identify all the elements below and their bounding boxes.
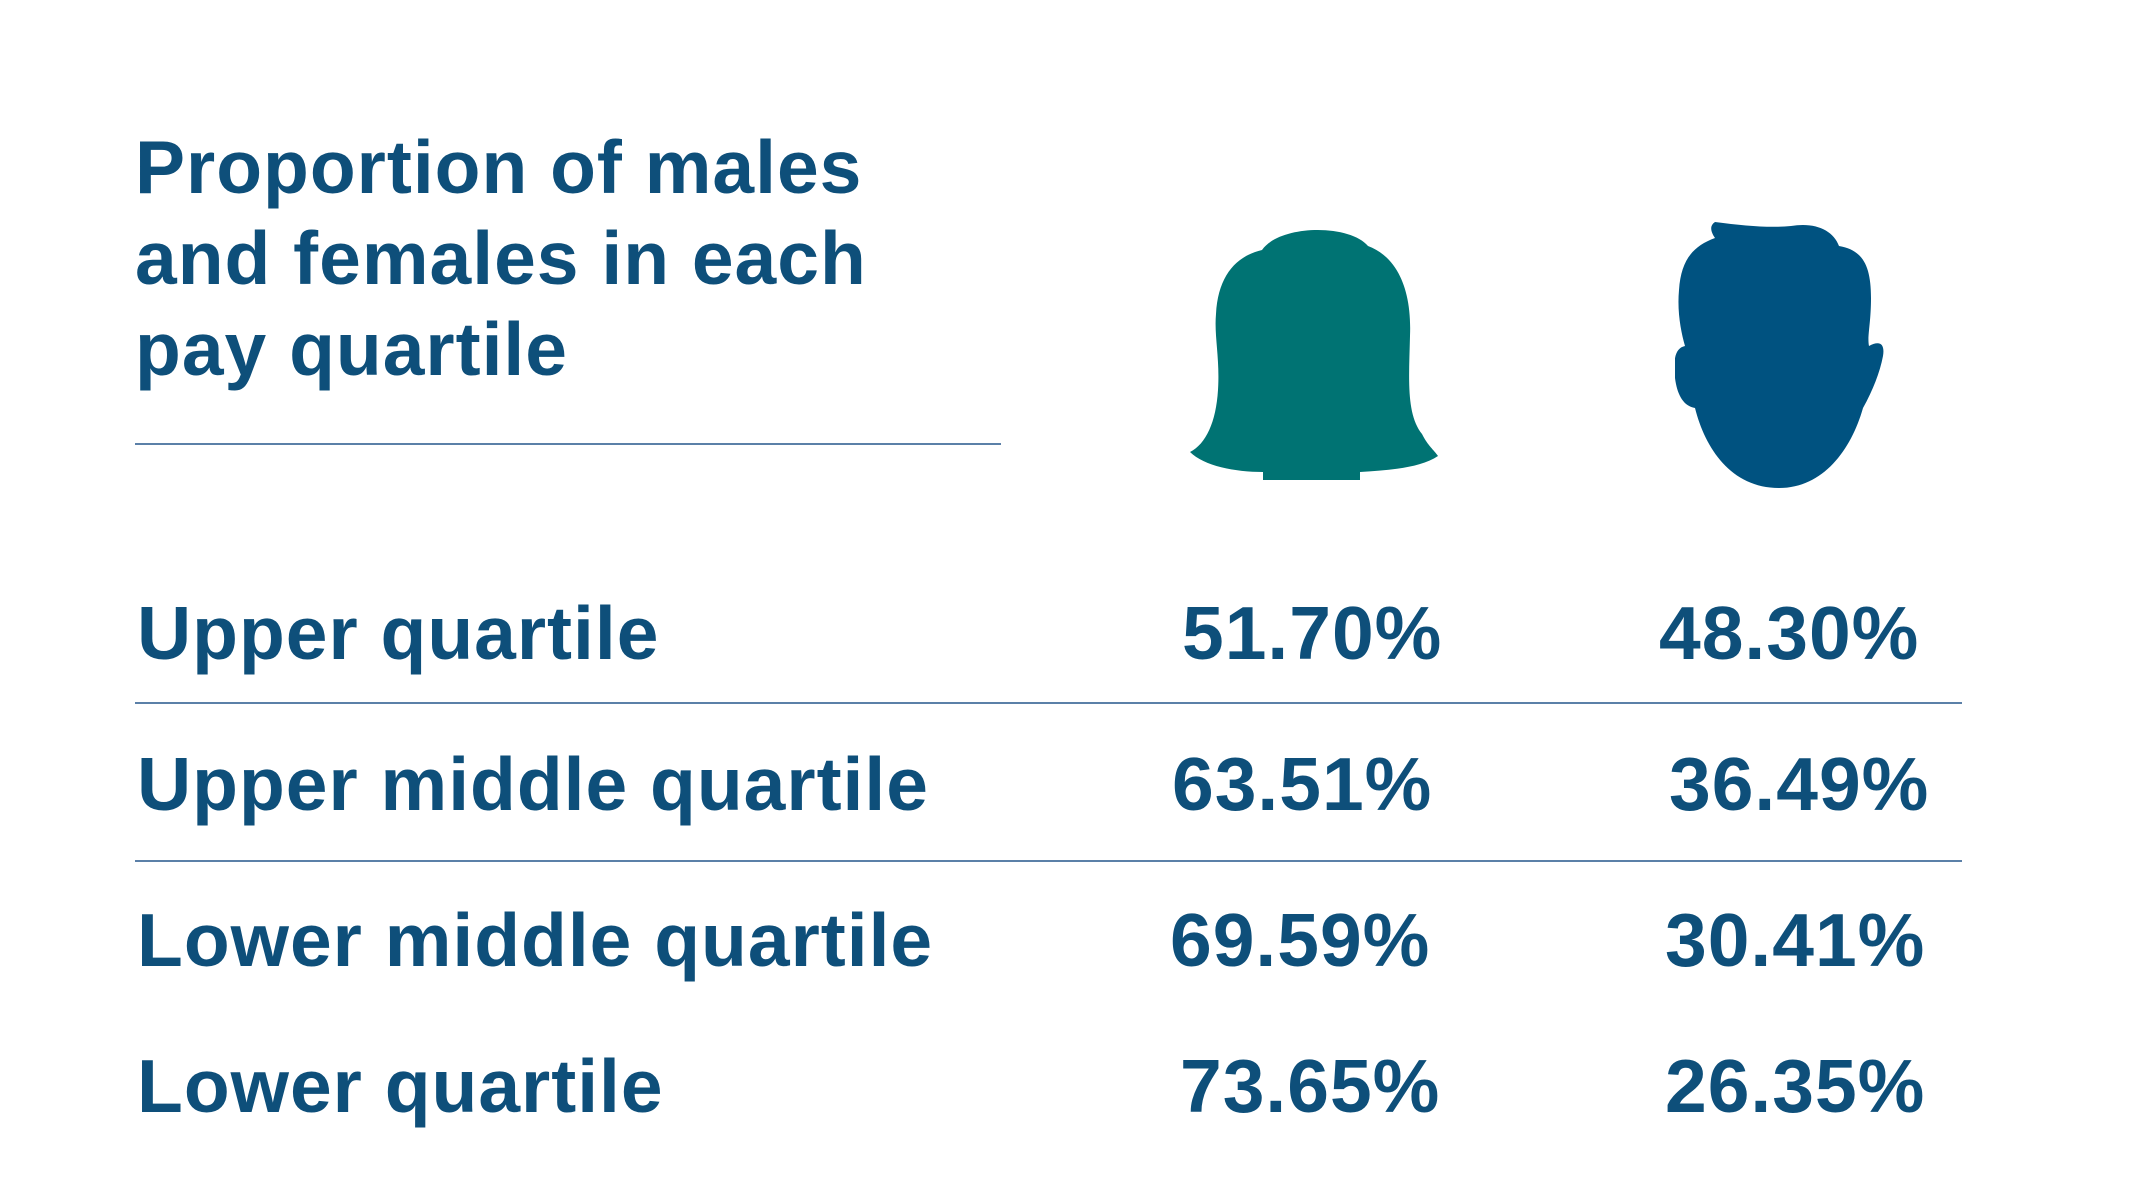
row-divider-1 (135, 702, 1962, 704)
chart-title-line-1: Proportion of males (135, 125, 863, 209)
male-value-upper-middle-quartile: 36.49% (1669, 742, 1930, 826)
row-label-upper-middle-quartile: Upper middle quartile (137, 742, 929, 826)
male-head-shape (1675, 222, 1884, 488)
male-head-icon (1675, 222, 1884, 488)
row-label-lower-middle-quartile: Lower middle quartile (137, 898, 934, 982)
female-value-upper-quartile: 51.70% (1182, 591, 1443, 675)
male-value-lower-middle-quartile: 30.41% (1665, 898, 1926, 982)
male-value-upper-quartile: 48.30% (1659, 591, 1920, 675)
male-value-lower-quartile: 26.35% (1665, 1044, 1926, 1128)
female-head-icon (1190, 229, 1438, 480)
title-divider (135, 443, 1001, 445)
chart-title-line-2: and females in each (135, 216, 867, 300)
row-label-lower-quartile: Lower quartile (137, 1044, 664, 1128)
female-value-lower-middle-quartile: 69.59% (1170, 898, 1431, 982)
row-label-upper-quartile: Upper quartile (137, 591, 660, 675)
female-head-shape (1190, 229, 1438, 480)
female-value-lower-quartile: 73.65% (1180, 1044, 1441, 1128)
chart-title-line-3: pay quartile (135, 307, 568, 391)
row-divider-2 (135, 860, 1962, 862)
female-value-upper-middle-quartile: 63.51% (1172, 742, 1433, 826)
chart-title: Proportion of males and females in each … (135, 122, 1015, 395)
